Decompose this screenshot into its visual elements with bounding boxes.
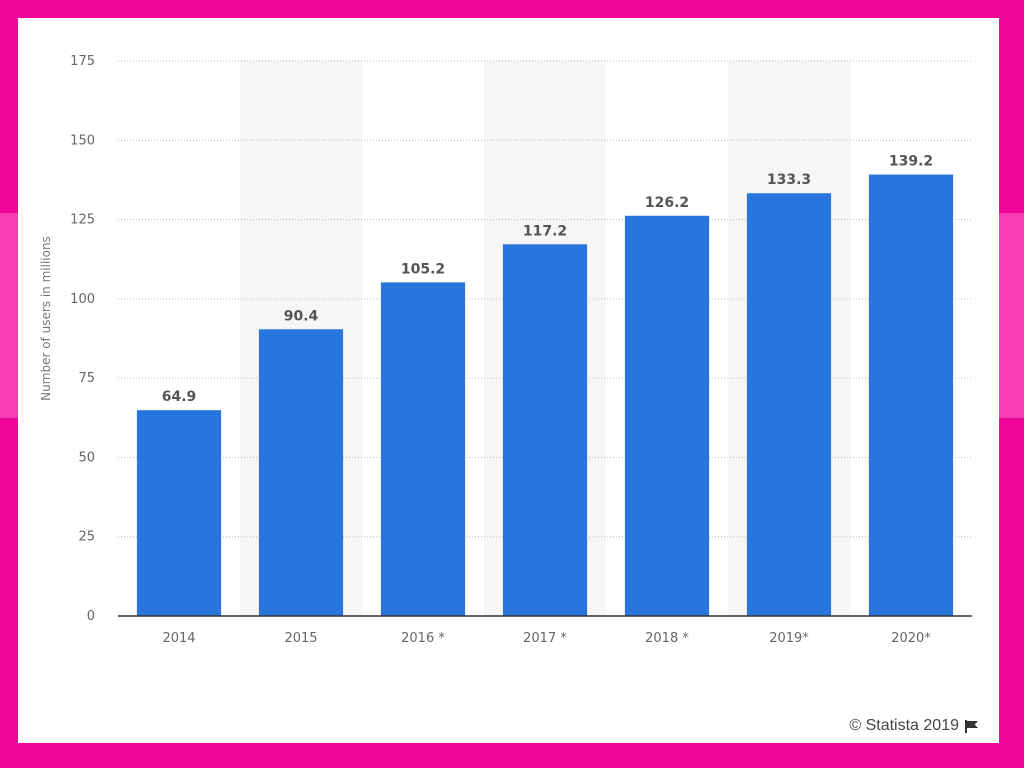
x-tick-label: 2020* [891,631,931,646]
credit-text: © Statista 2019 [849,717,959,734]
x-tick-label: 2018 * [645,631,689,646]
bar [136,410,222,616]
value-label: 64.9 [162,389,197,405]
bar [746,193,832,616]
y-tick-label: 50 [78,450,95,465]
value-label: 139.2 [889,154,933,170]
value-label: 90.4 [284,308,319,324]
y-tick-label: 150 [70,133,95,148]
value-labels: 64.9 90.4 105.2 117.2 126.2 133.3 139.2 [162,154,933,406]
chart-panel: 0 25 50 75 100 125 150 175 64.9 90.4 105.2 117.2 12… [18,18,999,743]
y-axis-ticks: 0 25 50 75 100 125 150 175 [70,54,95,624]
left-accent-band [0,213,18,418]
bar [258,329,344,616]
y-tick-label: 0 [87,609,95,624]
y-tick-label: 25 [78,530,95,545]
y-tick-label: 125 [70,213,95,228]
right-accent-band [999,213,1024,418]
bar [380,282,466,616]
bar [624,215,710,616]
x-tick-label: 2014 [162,631,195,646]
y-axis-label: Number of users in millions [39,236,53,401]
value-label: 105.2 [401,261,445,277]
x-tick-label: 2015 [284,631,317,646]
bar [502,244,588,616]
x-tick-label: 2019* [769,631,809,646]
y-tick-label: 75 [78,371,95,386]
y-tick-label: 100 [70,292,95,307]
flag-icon [965,720,979,733]
bar-chart: 0 25 50 75 100 125 150 175 64.9 90.4 105.2 117.2 12… [39,54,972,646]
y-tick-label: 175 [70,54,95,69]
value-label: 126.2 [645,195,689,211]
source-credit[interactable]: © Statista 2019 [849,717,979,735]
value-label: 117.2 [523,223,567,239]
x-tick-label: 2016 * [401,631,445,646]
x-tick-label: 2017 * [523,631,567,646]
value-label: 133.3 [767,172,811,188]
x-axis-ticks: 2014 2015 2016 * 2017 * 2018 * 2019* 2020* [162,631,931,646]
bar [868,174,954,616]
bars [136,174,954,616]
